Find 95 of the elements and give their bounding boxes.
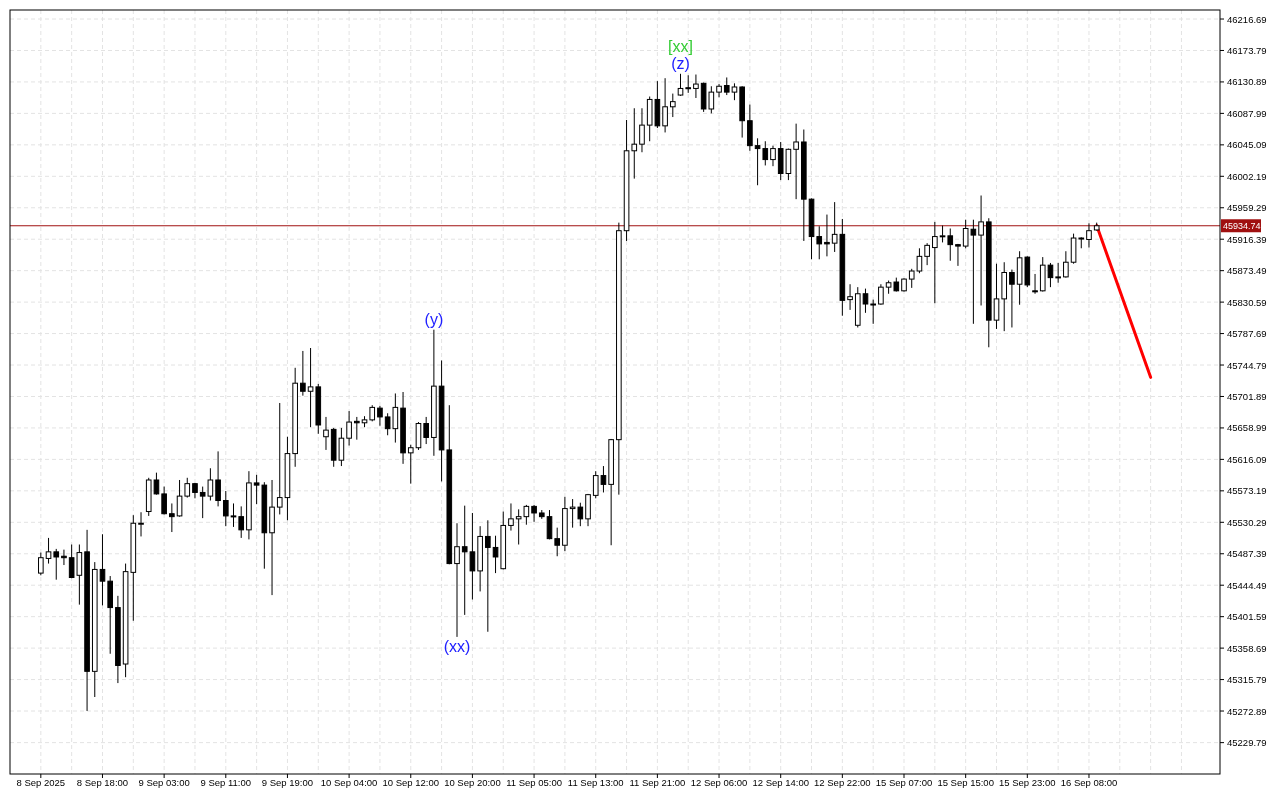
candlestick <box>230 502 237 528</box>
candlestick <box>346 410 352 447</box>
x-tick-label: 15 Sep 23:00 <box>999 777 1056 788</box>
x-tick-label: 15 Sep 07:00 <box>875 777 933 788</box>
x-tick-label: 9 Sep 19:00 <box>261 777 314 788</box>
candlestick <box>423 416 429 445</box>
candlestick <box>978 195 984 306</box>
y-tick-label: 45744.79 <box>1227 359 1267 371</box>
x-tick-label: 8 Sep 18:00 <box>76 777 129 788</box>
candlestick <box>770 145 776 167</box>
y-tick-label: 46087.99 <box>1227 107 1267 119</box>
y-tick-label: 45358.69 <box>1227 642 1267 654</box>
candlestick <box>932 221 938 304</box>
y-tick-label: 45487.39 <box>1227 548 1267 560</box>
y-tick-label: 45315.79 <box>1227 674 1267 686</box>
candlestick <box>993 263 1000 330</box>
y-tick-label: 45658.99 <box>1227 422 1267 434</box>
candlestick <box>138 511 144 537</box>
y-tick-label: 46130.89 <box>1227 76 1267 88</box>
candlestick <box>323 416 329 451</box>
ref-line-label: 45934.74 <box>1223 220 1261 231</box>
annotation: (y) <box>424 311 444 329</box>
candlestick <box>546 509 553 540</box>
y-tick-label: 46173.79 <box>1227 44 1267 56</box>
candlestick <box>222 490 229 527</box>
y-tick-label: 45916.39 <box>1227 233 1267 245</box>
candlestick <box>716 83 722 98</box>
y-tick-label: 46045.09 <box>1227 139 1267 151</box>
candlestick <box>454 522 460 638</box>
candlestick <box>238 505 245 539</box>
annotation: (xx) <box>443 638 471 656</box>
y-tick-label: 45401.59 <box>1227 611 1267 623</box>
candlestick <box>878 283 884 306</box>
y-tick-label: 45959.29 <box>1227 202 1267 214</box>
candlestick <box>793 123 799 200</box>
candlestick <box>215 450 221 507</box>
candlestick <box>1086 222 1092 249</box>
x-tick-label: 12 Sep 22:00 <box>814 777 871 788</box>
x-tick-label: 8 Sep 2025 <box>16 777 66 788</box>
x-tick-label: 12 Sep 06:00 <box>690 777 748 788</box>
x-tick-label: 10 Sep 12:00 <box>382 777 440 788</box>
candlestick <box>816 225 823 260</box>
candlestick <box>1063 250 1069 279</box>
candlestick <box>1055 262 1061 284</box>
y-tick-label: 45573.19 <box>1227 485 1267 497</box>
y-tick-label: 46216.69 <box>1227 13 1267 25</box>
y-tick-label: 45830.59 <box>1227 296 1267 308</box>
x-tick-label: 9 Sep 03:00 <box>138 777 190 788</box>
candlestick <box>169 502 175 533</box>
candlestick <box>862 288 869 314</box>
candlestick <box>1009 269 1015 328</box>
y-tick-label: 46002.19 <box>1227 170 1267 182</box>
candlestick <box>377 405 383 427</box>
y-tick-label: 45272.89 <box>1227 705 1267 717</box>
y-tick-label: 45229.79 <box>1227 737 1267 749</box>
candlestick <box>61 549 67 566</box>
candlestick <box>693 74 699 99</box>
candlestick <box>485 519 491 633</box>
x-tick-label: 10 Sep 20:00 <box>444 777 501 788</box>
candlestick <box>669 93 676 118</box>
candlestick <box>508 502 514 532</box>
candlestick <box>354 416 360 441</box>
candlestick <box>99 533 106 606</box>
x-tick-label: 11 Sep 21:00 <box>629 777 686 788</box>
candlestick <box>662 77 668 133</box>
candlestick <box>407 444 414 485</box>
candlestick <box>824 214 830 257</box>
candlestick <box>161 486 167 515</box>
x-tick-label: 11 Sep 05:00 <box>506 777 562 788</box>
candlestick <box>847 283 853 311</box>
x-tick-label: 12 Sep 14:00 <box>752 777 809 788</box>
annotation: [xx] <box>668 38 693 56</box>
candlestick <box>639 107 645 153</box>
candlestick <box>870 299 876 325</box>
candlestick <box>45 537 52 565</box>
candlestick <box>1032 273 1038 295</box>
x-tick-label: 16 Sep 08:00 <box>1060 777 1118 788</box>
candlestick <box>924 242 930 266</box>
candlestick <box>531 504 537 523</box>
x-tick-label: 9 Sep 11:00 <box>200 777 252 788</box>
annotation: (z) <box>671 55 690 73</box>
y-tick-label: 45616.09 <box>1227 453 1267 465</box>
y-tick-label: 45873.49 <box>1227 265 1267 277</box>
candlestick <box>554 527 561 557</box>
y-tick-label: 45444.49 <box>1227 579 1267 591</box>
x-tick-label: 11 Sep 13:00 <box>567 777 624 788</box>
y-tick-label: 45530.29 <box>1227 516 1267 528</box>
candlestick <box>300 350 306 397</box>
y-tick-label: 45787.69 <box>1227 328 1267 340</box>
x-tick-label: 15 Sep 15:00 <box>937 777 994 788</box>
x-tick-label: 10 Sep 04:00 <box>320 777 378 788</box>
candlestick <box>53 548 60 581</box>
candlestick <box>677 73 684 97</box>
y-tick-label: 45701.89 <box>1227 390 1267 402</box>
candlestick <box>38 552 44 576</box>
